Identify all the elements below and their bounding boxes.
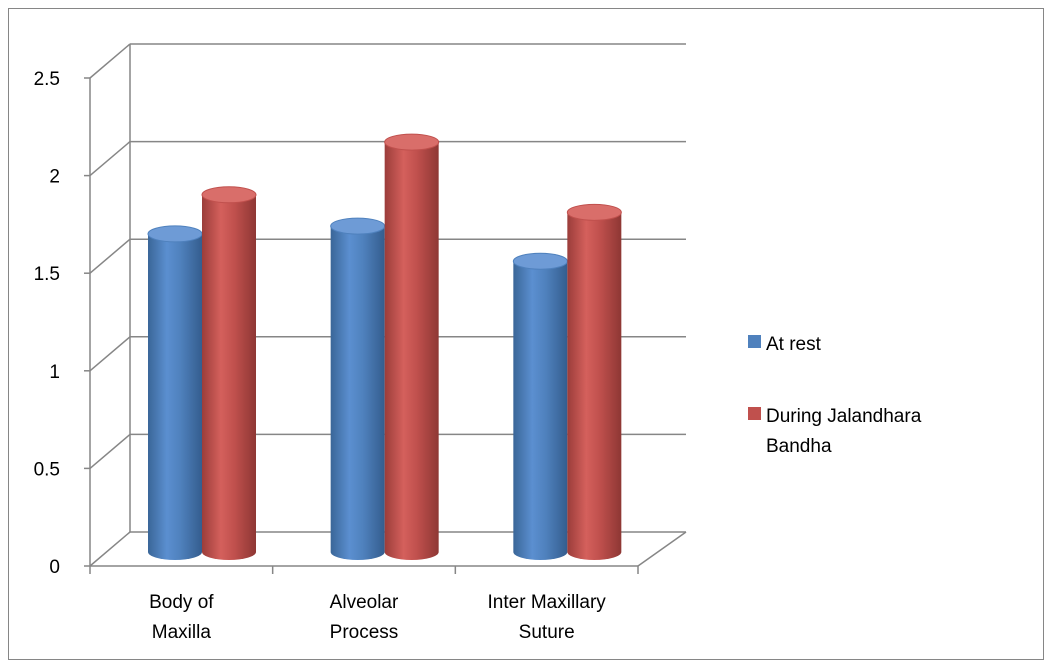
bar (512, 252, 568, 560)
y-tick-label: 1.5 (34, 264, 60, 285)
y-tick-label: 0.5 (34, 459, 60, 480)
legend-label: At rest (766, 334, 822, 355)
bar-body (567, 212, 622, 561)
floor-right-edge (637, 531, 687, 567)
x-category-label: Maxilla (152, 622, 212, 643)
gridline-depth (89, 433, 131, 469)
gridline-depth (89, 43, 131, 79)
bar-cap (147, 225, 203, 243)
x-category-label: Process (330, 622, 399, 643)
gridline-depth (89, 336, 131, 372)
bar-cap (330, 217, 386, 235)
bar (330, 217, 386, 560)
legend: At rest During Jalandhara Bandha (748, 334, 922, 457)
bar-body (202, 194, 256, 560)
y-tick-label: 0 (49, 557, 60, 578)
x-category-label: Body of (149, 592, 214, 613)
x-category-label: Alveolar (330, 592, 399, 613)
x-category-label: Inter Maxillary (488, 592, 607, 613)
axes (84, 44, 687, 574)
bar-cap (512, 252, 568, 270)
bars (147, 133, 622, 561)
bar-body (330, 226, 385, 560)
x-category-label: Suture (519, 622, 575, 643)
gridline-depth (89, 141, 131, 177)
gridline-depth (89, 238, 131, 274)
y-tick-label: 2.5 (34, 69, 60, 90)
gridline-depth (89, 531, 131, 567)
legend-label: Bandha (766, 436, 832, 457)
y-tick-label: 1 (49, 362, 60, 383)
bar-body (384, 142, 439, 560)
bar-cap (566, 203, 622, 221)
legend-label: During Jalandhara (766, 406, 922, 427)
axis-labels: 0 0.5 1 1.5 2 2.5 Body of Maxilla Alveolar Proces… (34, 69, 607, 643)
legend-swatch (748, 407, 761, 420)
y-tick-label: 2 (49, 167, 60, 188)
bar-body (513, 261, 568, 560)
bar-cap (384, 133, 440, 151)
bar (201, 186, 257, 560)
bar (147, 225, 203, 561)
bar (566, 203, 622, 561)
bar-cap (201, 186, 257, 204)
bar-body (148, 233, 202, 561)
legend-swatch (748, 335, 761, 348)
bar (384, 133, 440, 560)
